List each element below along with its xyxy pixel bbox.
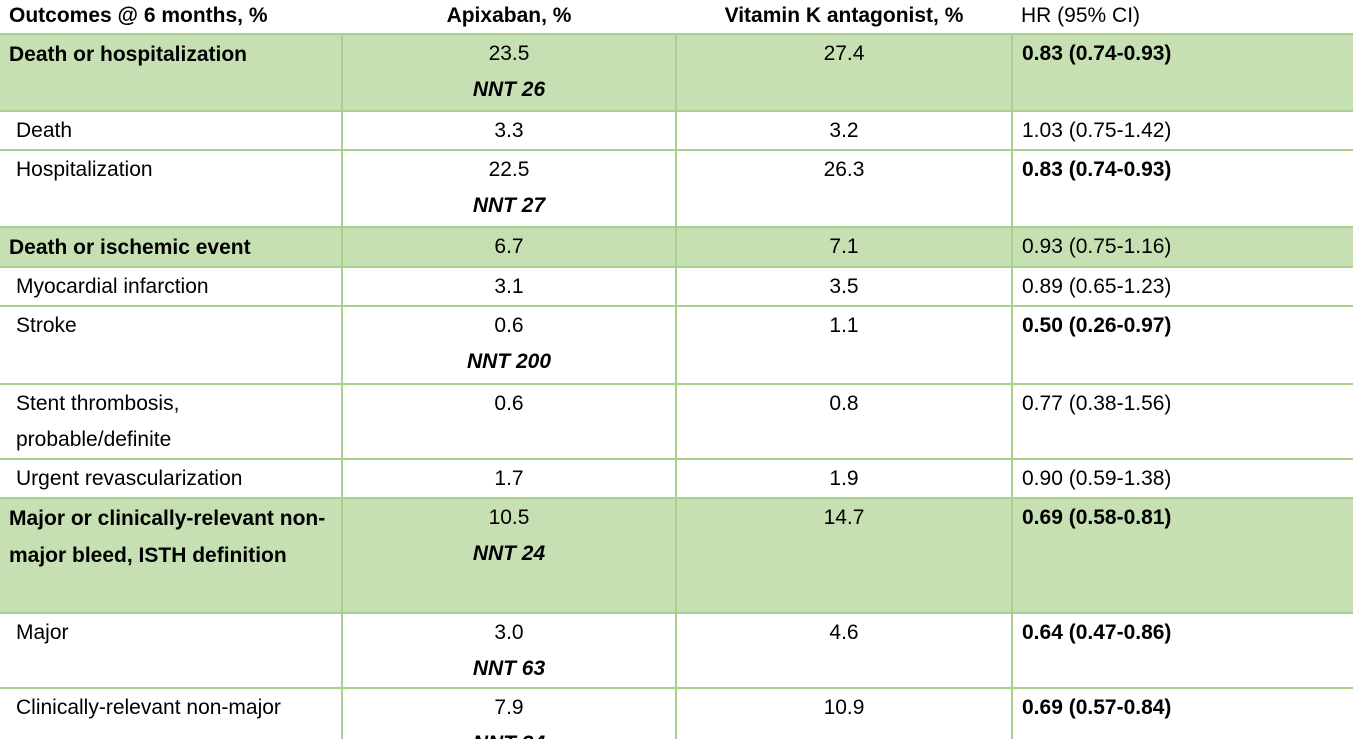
vka-cell: 10.9: [675, 687, 1013, 739]
hr-cell: 0.89 (0.65-1.23): [1011, 266, 1353, 307]
column-header-hr: HR (95% CI): [1021, 4, 1141, 27]
vka-cell: 26.3: [675, 149, 1013, 228]
apixaban-cell: 22.5 NNT 27: [341, 149, 677, 228]
table-row: Clinically-relevant non-major 7.9 NNT 34…: [0, 687, 1353, 739]
apixaban-cell: 0.6 NNT 200: [341, 305, 677, 385]
outcome-cell: Death: [0, 110, 343, 151]
vka-cell: 3.5: [675, 266, 1013, 307]
outcome-cell: Stroke: [0, 305, 343, 385]
vka-cell: 0.8: [675, 383, 1013, 460]
apixaban-value: 7.9: [494, 696, 524, 719]
hr-cell: 0.90 (0.59-1.38): [1011, 458, 1353, 499]
header-row: Outcomes @ 6 months, % Apixaban, % Vitam…: [0, 0, 1353, 34]
apixaban-value: 22.5: [488, 158, 530, 181]
outcome-cell: Major: [0, 612, 343, 689]
hr-cell: 1.03 (0.75-1.42): [1011, 110, 1353, 151]
table-row: Stent thrombosis, probable/definite 0.6 …: [0, 383, 1353, 460]
vka-cell: 4.6: [675, 612, 1013, 689]
column-header-vka: Vitamin K antagonist, %: [724, 4, 964, 27]
hr-cell: 0.64 (0.47-0.86): [1011, 612, 1353, 689]
table-row: Urgent revascularization 1.7 1.9 0.90 (0…: [0, 458, 1353, 499]
hr-cell: 0.77 (0.38-1.56): [1011, 383, 1353, 460]
vka-cell: 1.1: [675, 305, 1013, 385]
outcome-cell: Major or clinically-relevant non-major b…: [0, 497, 343, 614]
column-header-outcomes: Outcomes @ 6 months, %: [9, 4, 268, 27]
apixaban-cell: 10.5 NNT 24: [341, 497, 677, 614]
nnt-value: NNT 200: [466, 350, 552, 373]
nnt-value: NNT 34: [349, 726, 669, 739]
outcome-cell: Clinically-relevant non-major: [0, 687, 343, 739]
hr-cell: 0.69 (0.58-0.81): [1011, 497, 1353, 614]
apixaban-value: 23.5: [488, 42, 530, 65]
apixaban-cell: 3.3: [341, 110, 677, 151]
apixaban-cell: 7.9 NNT 34: [341, 687, 677, 739]
outcome-cell: Death or hospitalization: [0, 33, 343, 112]
table-row: Myocardial infarction 3.1 3.5 0.89 (0.65…: [0, 266, 1353, 307]
outcome-cell: Urgent revascularization: [0, 458, 343, 499]
table-row: Death 3.3 3.2 1.03 (0.75-1.42): [0, 110, 1353, 151]
nnt-value: NNT 27: [472, 194, 546, 217]
nnt-value: NNT 63: [472, 657, 546, 680]
hr-cell: 0.93 (0.75-1.16): [1011, 226, 1353, 268]
hr-cell: 0.83 (0.74-0.93): [1011, 33, 1353, 112]
hr-cell: 0.69 (0.57-0.84): [1011, 687, 1353, 739]
apixaban-value: 0.6: [494, 314, 524, 337]
apixaban-cell: 1.7: [341, 458, 677, 499]
vka-cell: 1.9: [675, 458, 1013, 499]
table-row: Major 3.0 NNT 63 4.6 0.64 (0.47-0.86): [0, 612, 1353, 689]
nnt-value: NNT 24: [472, 542, 546, 565]
vka-cell: 7.1: [675, 226, 1013, 268]
apixaban-value: 3.0: [494, 621, 524, 644]
outcome-cell: Myocardial infarction: [0, 266, 343, 307]
outcome-cell: Death or ischemic event: [0, 226, 343, 268]
hr-cell: 0.83 (0.74-0.93): [1011, 149, 1353, 228]
outcome-cell: Stent thrombosis, probable/definite: [0, 383, 343, 460]
outcome-cell: Hospitalization: [0, 149, 343, 228]
vka-cell: 27.4: [675, 33, 1013, 112]
apixaban-cell: 3.1: [341, 266, 677, 307]
apixaban-value: 10.5: [488, 506, 530, 529]
apixaban-cell: 0.6: [341, 383, 677, 460]
vka-cell: 3.2: [675, 110, 1013, 151]
table-row: Major or clinically-relevant non-major b…: [0, 497, 1353, 614]
column-header-apixaban: Apixaban, %: [446, 4, 572, 27]
apixaban-cell: 23.5 NNT 26: [341, 33, 677, 112]
table-row: Stroke 0.6 NNT 200 1.1 0.50 (0.26-0.97): [0, 305, 1353, 385]
nnt-value: NNT 26: [472, 78, 546, 101]
hr-cell: 0.50 (0.26-0.97): [1011, 305, 1353, 385]
vka-cell: 14.7: [675, 497, 1013, 614]
table-row: Death or hospitalization 23.5 NNT 26 27.…: [0, 33, 1353, 112]
table-row: Hospitalization 22.5 NNT 27 26.3 0.83 (0…: [0, 149, 1353, 228]
apixaban-cell: 3.0 NNT 63: [341, 612, 677, 689]
table-row: Death or ischemic event 6.7 7.1 0.93 (0.…: [0, 226, 1353, 268]
apixaban-cell: 6.7: [341, 226, 677, 268]
